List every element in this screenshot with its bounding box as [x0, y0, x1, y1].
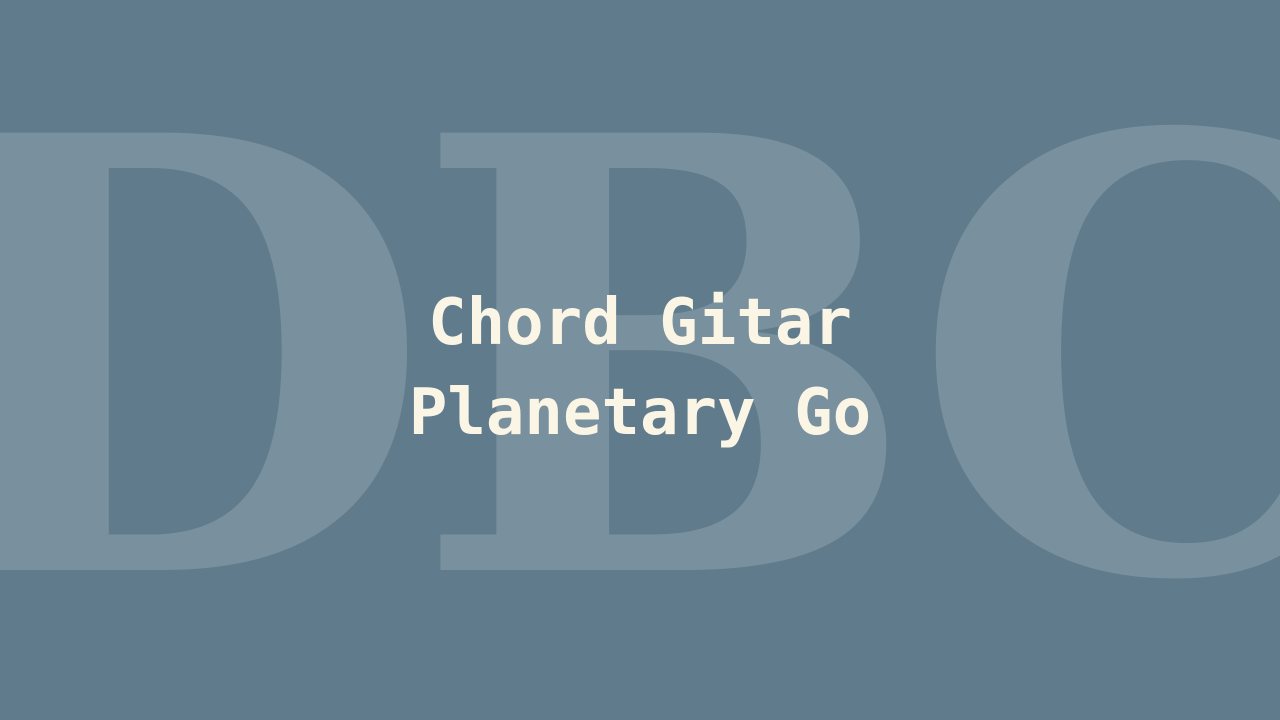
title-line-2: Planetary Go — [408, 376, 872, 450]
title-line-1: Chord Gitar — [428, 286, 852, 360]
page-title: Chord Gitar Planetary Go — [0, 278, 1280, 458]
